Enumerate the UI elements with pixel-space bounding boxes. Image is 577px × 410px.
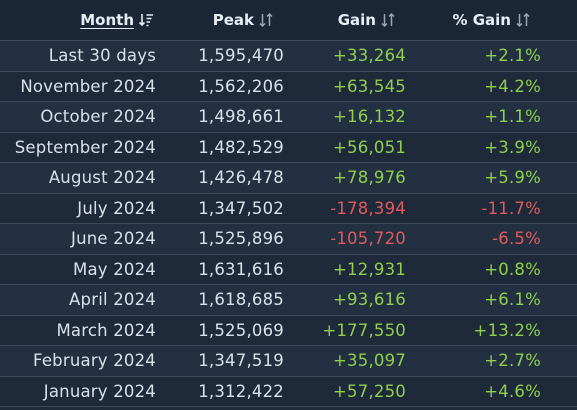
- table-body: Last 30 days 1,595,470 +33,264 +2.1% Nov…: [0, 41, 577, 407]
- gain-cell: +177,550: [322, 320, 406, 340]
- pct-gain-cell: +4.6%: [484, 381, 541, 401]
- month-cell: January 2024: [43, 381, 156, 401]
- pct-gain-cell: +0.8%: [484, 259, 541, 279]
- month-cell: September 2024: [14, 137, 156, 157]
- month-cell: April 2024: [69, 290, 156, 310]
- peak-cell: 1,525,896: [198, 229, 284, 249]
- sort-by-pct-gain[interactable]: % Gain: [452, 11, 531, 29]
- pct-gain-cell: -6.5%: [492, 229, 541, 249]
- gain-cell: -105,720: [330, 229, 406, 249]
- month-cell: February 2024: [33, 351, 156, 371]
- peak-cell: 1,347,519: [198, 351, 284, 371]
- table-row: April 2024 1,618,685 +93,616 +6.1%: [0, 285, 577, 316]
- pct-gain-cell: +1.1%: [484, 107, 541, 127]
- table-row: March 2024 1,525,069 +177,550 +13.2%: [0, 315, 577, 346]
- month-cell: October 2024: [40, 107, 156, 127]
- table-row: July 2024 1,347,502 -178,394 -11.7%: [0, 193, 577, 224]
- table-row: May 2024 1,631,616 +12,931 +0.8%: [0, 254, 577, 285]
- month-cell: May 2024: [73, 259, 156, 279]
- sort-by-month[interactable]: Month: [80, 11, 154, 29]
- sort-toggle-icon: [380, 12, 396, 28]
- peak-cell: 1,595,470: [198, 46, 284, 66]
- peak-cell: 1,426,478: [198, 168, 284, 188]
- pct-gain-cell: -11.7%: [481, 198, 541, 218]
- gain-cell: +63,545: [333, 76, 406, 96]
- header-gain-label: Gain: [337, 11, 376, 29]
- table-row: August 2024 1,426,478 +78,976 +5.9%: [0, 163, 577, 194]
- sort-toggle-icon: [258, 12, 274, 28]
- sort-descending-icon: [138, 12, 154, 28]
- gain-cell: +35,097: [333, 351, 406, 371]
- pct-gain-cell: +3.9%: [484, 137, 541, 157]
- month-cell: August 2024: [48, 168, 156, 188]
- table-header: Month Peak: [0, 0, 577, 41]
- gain-cell: +93,616: [333, 290, 406, 310]
- peak-cell: 1,525,069: [198, 320, 284, 340]
- peak-cell: 1,347,502: [198, 198, 284, 218]
- peak-cell: 1,498,661: [198, 107, 284, 127]
- month-cell: July 2024: [77, 198, 156, 218]
- pct-gain-cell: +13.2%: [473, 320, 541, 340]
- sort-toggle-icon: [515, 12, 531, 28]
- gain-cell: +56,051: [333, 137, 406, 157]
- peak-cell: 1,618,685: [198, 290, 284, 310]
- header-pct-gain-cell[interactable]: % Gain: [406, 11, 541, 29]
- gain-cell: -178,394: [330, 198, 406, 218]
- header-month-cell[interactable]: Month: [0, 11, 156, 29]
- gain-cell: +12,931: [333, 259, 406, 279]
- pct-gain-cell: +6.1%: [484, 290, 541, 310]
- peak-cell: 1,631,616: [198, 259, 284, 279]
- sort-by-peak[interactable]: Peak: [213, 11, 274, 29]
- sort-by-gain[interactable]: Gain: [338, 11, 396, 29]
- month-cell: Last 30 days: [48, 46, 156, 66]
- peak-cell: 1,482,529: [198, 137, 284, 157]
- table-row: November 2024 1,562,206 +63,545 +4.2%: [0, 71, 577, 102]
- pct-gain-cell: +4.2%: [484, 76, 541, 96]
- header-peak-cell[interactable]: Peak: [156, 11, 284, 29]
- header-gain-cell[interactable]: Gain: [284, 11, 406, 29]
- table-row: Last 30 days 1,595,470 +33,264 +2.1%: [0, 41, 577, 72]
- header-peak-label: Peak: [212, 11, 254, 29]
- header-pct-gain-label: % Gain: [452, 11, 511, 29]
- table-row: June 2024 1,525,896 -105,720 -6.5%: [0, 224, 577, 255]
- month-cell: November 2024: [20, 76, 156, 96]
- table-row: February 2024 1,347,519 +35,097 +2.7%: [0, 346, 577, 377]
- table-row: January 2024 1,312,422 +57,250 +4.6%: [0, 376, 577, 407]
- month-cell: June 2024: [71, 229, 156, 249]
- gain-cell: +16,132: [333, 107, 406, 127]
- table-row: October 2024 1,498,661 +16,132 +1.1%: [0, 102, 577, 133]
- header-month-label: Month: [80, 11, 134, 29]
- gain-cell: +33,264: [333, 46, 406, 66]
- peak-cell: 1,562,206: [198, 76, 284, 96]
- pct-gain-cell: +5.9%: [484, 168, 541, 188]
- pct-gain-cell: +2.1%: [484, 46, 541, 66]
- gain-cell: +78,976: [333, 168, 406, 188]
- table-row: September 2024 1,482,529 +56,051 +3.9%: [0, 132, 577, 163]
- gain-cell: +57,250: [333, 381, 406, 401]
- peak-cell: 1,312,422: [198, 381, 284, 401]
- pct-gain-cell: +2.7%: [484, 351, 541, 371]
- month-cell: March 2024: [56, 320, 156, 340]
